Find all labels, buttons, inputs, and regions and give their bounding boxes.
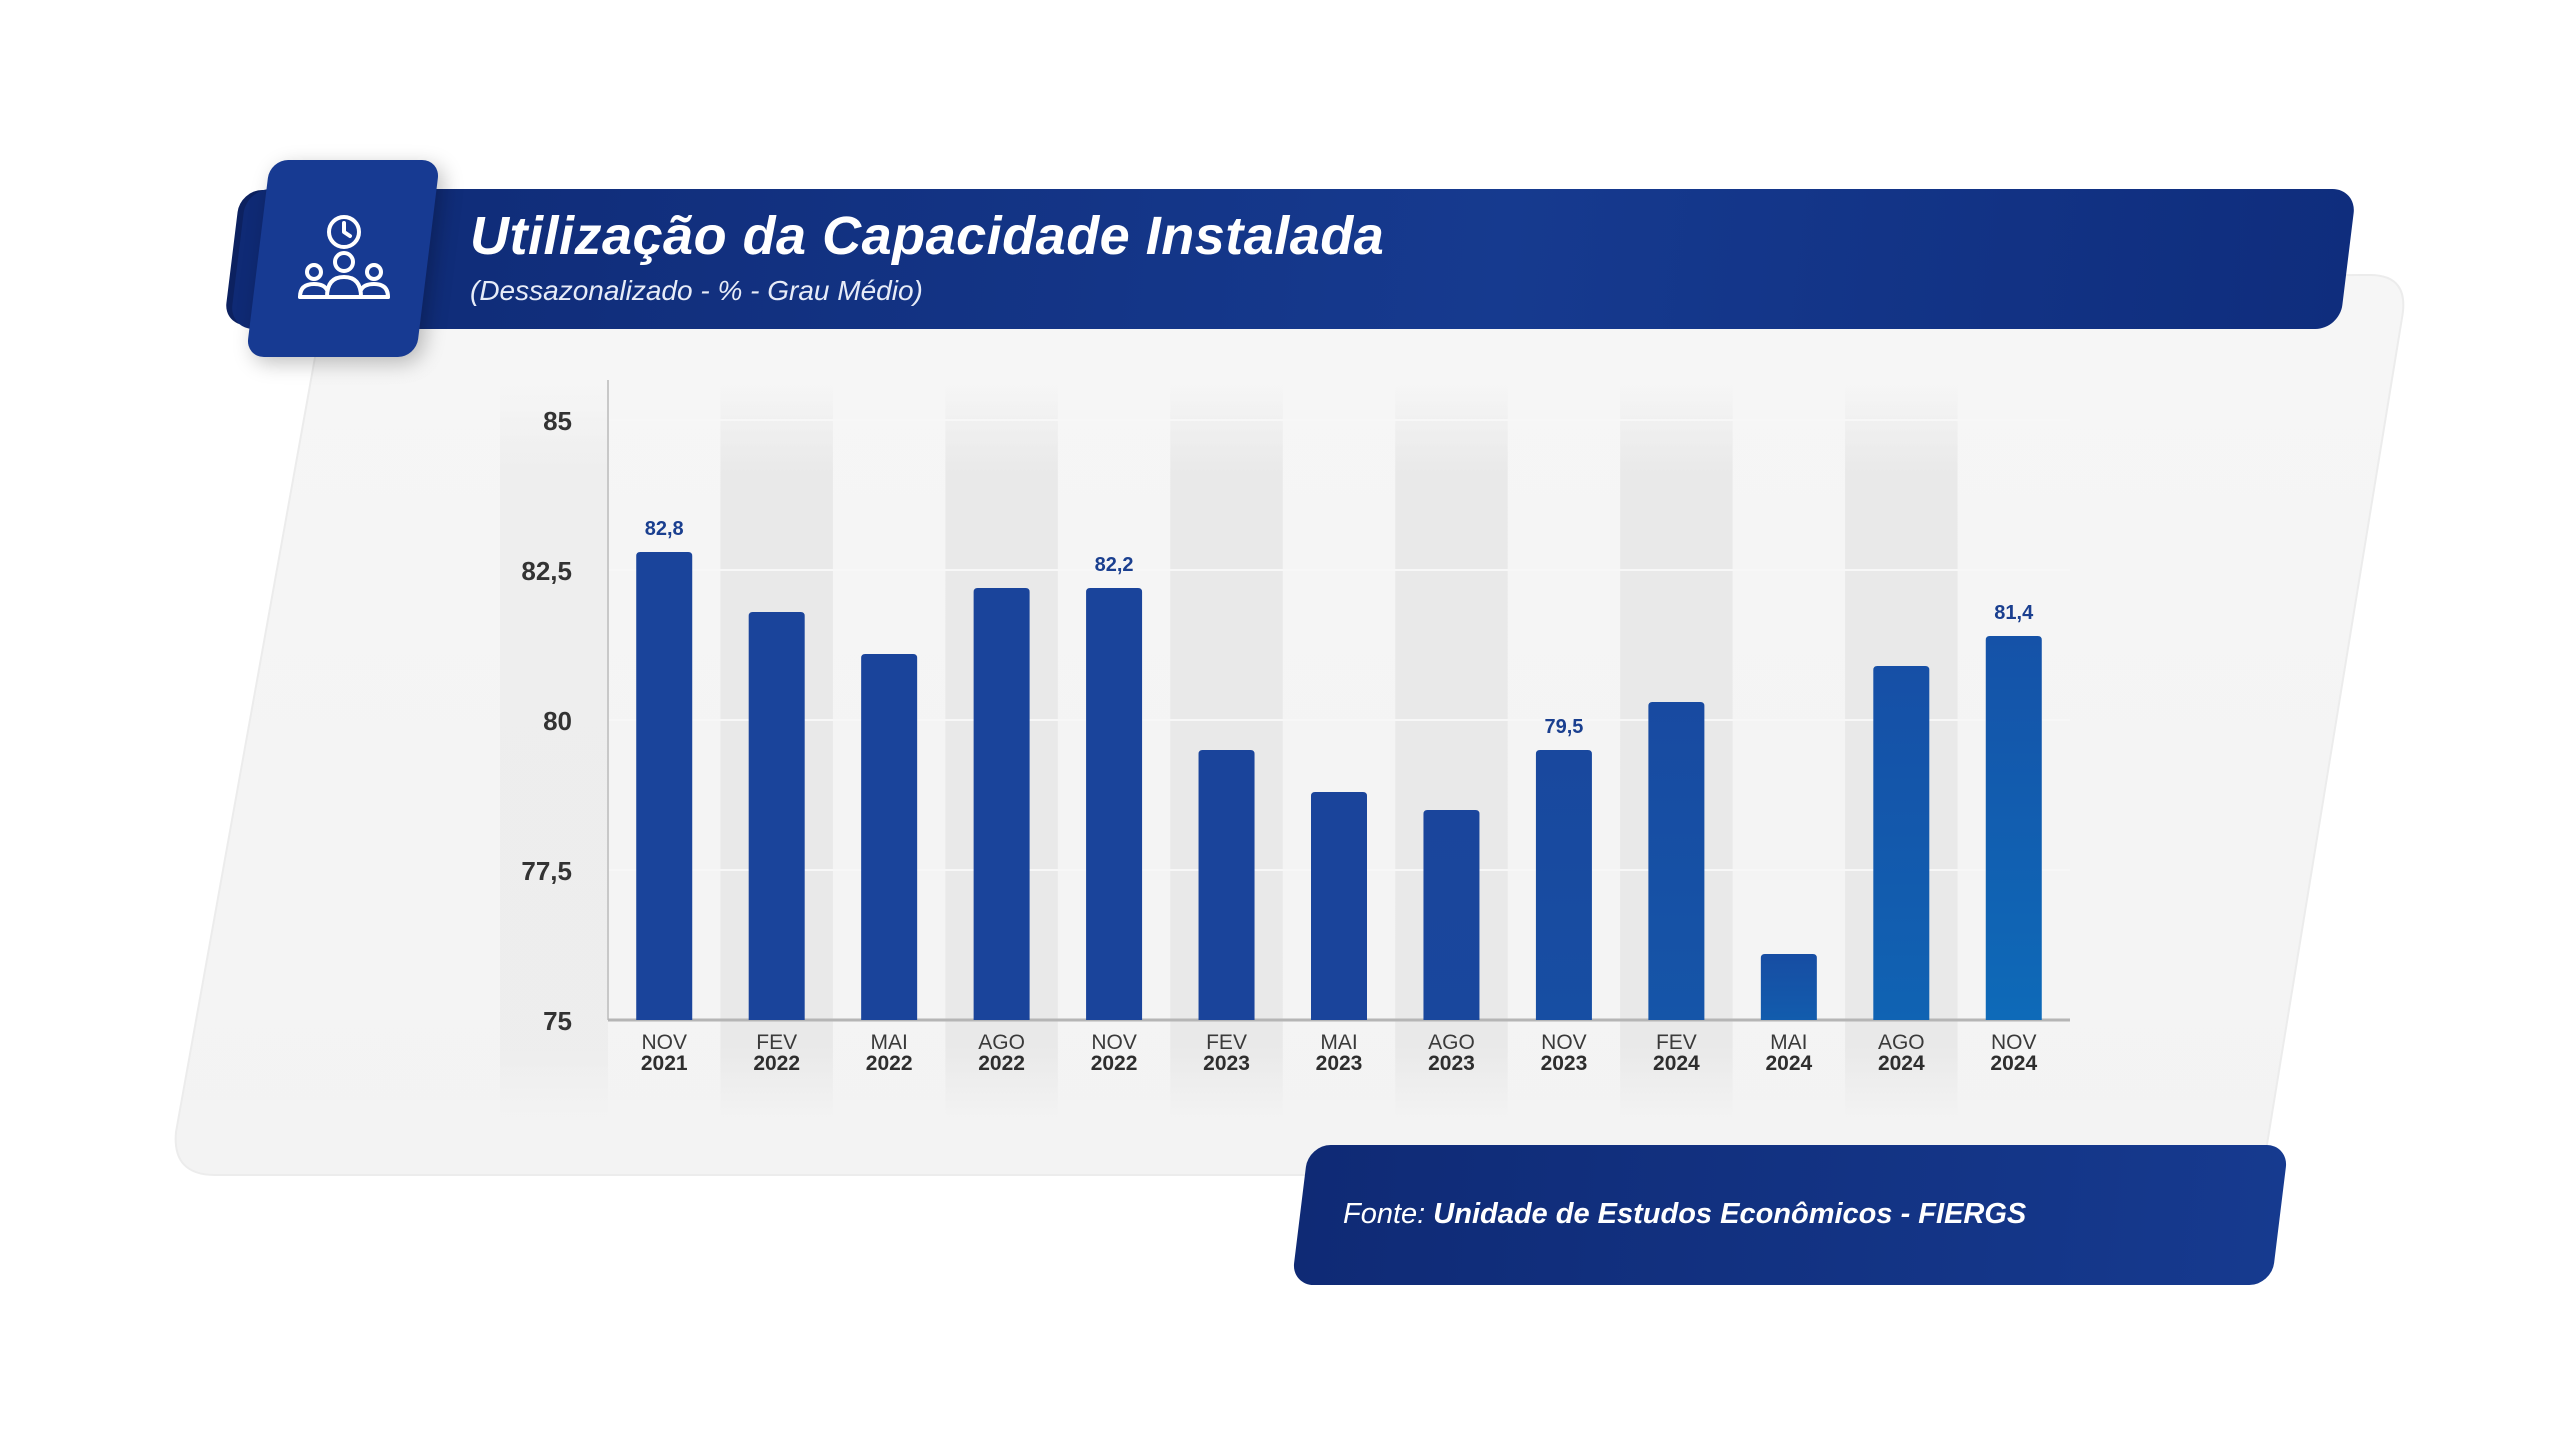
bar bbox=[636, 552, 693, 1020]
x-tick-month: FEV bbox=[756, 1031, 797, 1054]
x-tick-year: 2024 bbox=[1765, 1052, 1812, 1075]
bar bbox=[1873, 666, 1930, 1020]
bar bbox=[1985, 636, 2042, 1020]
source-prefix: Fonte: bbox=[1343, 1198, 1426, 1230]
x-tick-year: 2021 bbox=[641, 1052, 688, 1075]
bar bbox=[1648, 702, 1705, 1020]
source-note: Fonte: Unidade de Estudos Econômicos - F… bbox=[1343, 1198, 2026, 1231]
y-tick-label: 85 bbox=[543, 406, 572, 436]
chart-subtitle: (Dessazonalizado - % - Grau Médio) bbox=[470, 275, 923, 306]
y-tick-label: 80 bbox=[543, 706, 572, 736]
x-tick-year: 2022 bbox=[866, 1052, 913, 1075]
y-tick-label: 77,5 bbox=[521, 856, 572, 886]
x-tick-month: MAI bbox=[870, 1031, 907, 1054]
data-label: 81,4 bbox=[1994, 602, 2034, 624]
bar bbox=[973, 588, 1030, 1020]
x-tick-month: AGO bbox=[1878, 1031, 1925, 1054]
x-tick-year: 2023 bbox=[1316, 1052, 1363, 1075]
chart-title: Utilização da Capacidade Instalada bbox=[470, 206, 1385, 266]
x-tick-month: AGO bbox=[978, 1031, 1025, 1054]
data-label: 82,8 bbox=[645, 518, 684, 540]
x-tick-month: NOV bbox=[1091, 1031, 1137, 1054]
bar bbox=[861, 654, 918, 1020]
x-tick-year: 2024 bbox=[1878, 1052, 1925, 1075]
bar bbox=[1198, 750, 1255, 1020]
y-tick-label: 75 bbox=[543, 1006, 572, 1036]
x-tick-year: 2023 bbox=[1541, 1052, 1588, 1075]
x-tick-year: 2024 bbox=[1653, 1052, 1700, 1075]
people-clock-icon bbox=[298, 215, 390, 299]
x-tick-month: NOV bbox=[1541, 1031, 1587, 1054]
x-tick-month: AGO bbox=[1428, 1031, 1475, 1054]
y-tick-label: 82,5 bbox=[521, 556, 572, 586]
x-tick-year: 2023 bbox=[1203, 1052, 1250, 1075]
x-tick-year: 2022 bbox=[978, 1052, 1025, 1075]
x-tick-month: NOV bbox=[641, 1031, 687, 1054]
data-label: 82,2 bbox=[1095, 554, 1134, 576]
bar bbox=[1760, 954, 1817, 1020]
x-tick-month: FEV bbox=[1656, 1031, 1697, 1054]
x-tick-month: NOV bbox=[1991, 1031, 2037, 1054]
axis-shading bbox=[500, 385, 608, 1120]
bar bbox=[1086, 588, 1143, 1020]
x-tick-year: 2022 bbox=[753, 1052, 800, 1075]
source-name: Unidade de Estudos Econômicos - FIERGS bbox=[1433, 1198, 2027, 1230]
bar bbox=[1535, 750, 1592, 1020]
data-label: 79,5 bbox=[1544, 716, 1583, 738]
x-tick-year: 2022 bbox=[1091, 1052, 1138, 1075]
bar bbox=[748, 612, 805, 1020]
bar bbox=[1311, 792, 1367, 1020]
bar bbox=[1423, 810, 1480, 1020]
x-tick-year: 2024 bbox=[1990, 1052, 2037, 1075]
x-tick-month: MAI bbox=[1770, 1031, 1807, 1054]
x-tick-month: FEV bbox=[1206, 1031, 1247, 1054]
x-tick-year: 2023 bbox=[1428, 1052, 1475, 1075]
x-tick-month: MAI bbox=[1320, 1031, 1357, 1054]
